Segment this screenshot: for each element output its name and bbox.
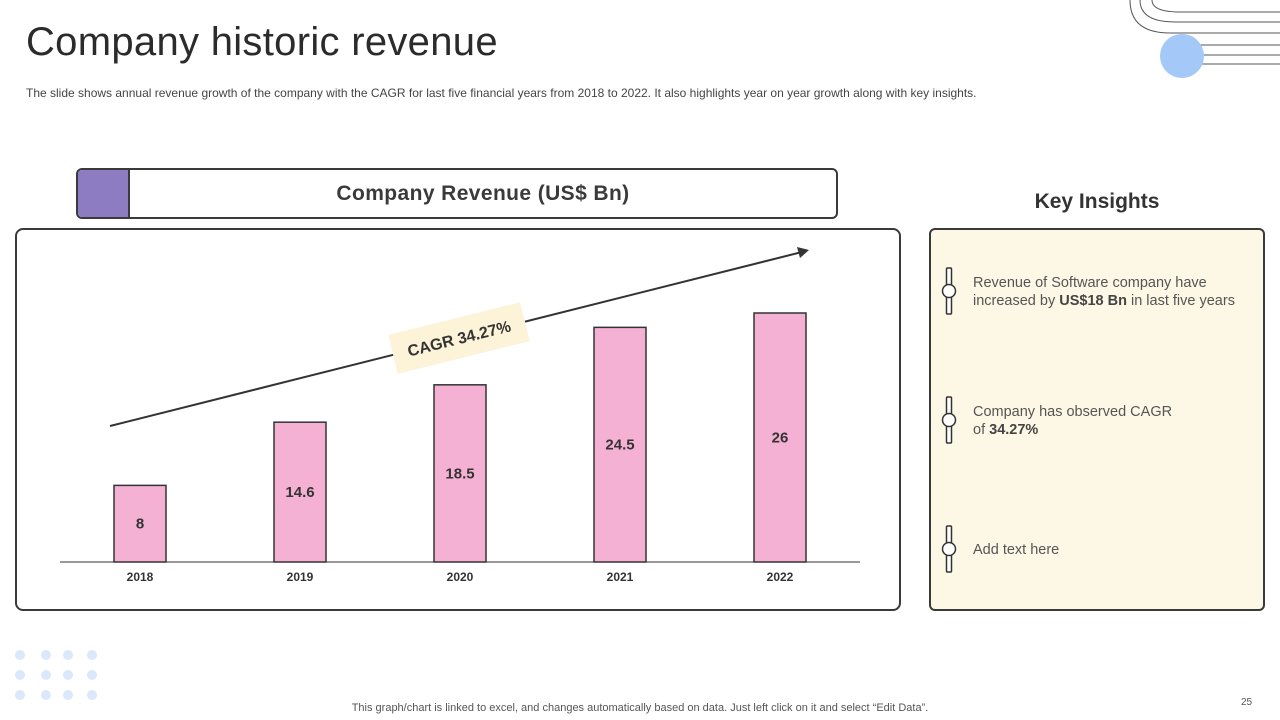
footer-note: This graph/chart is linked to excel, and… bbox=[351, 702, 929, 714]
chart-header-swatch bbox=[78, 170, 130, 217]
cagr-tag bbox=[388, 302, 530, 374]
insight-text[interactable]: Add text here bbox=[973, 542, 1060, 558]
chart-panel[interactable]: 8 2018 14.6 2019 18.5 2020 24.5 2021 26 2022 CAGR … bbox=[15, 228, 901, 611]
slide-title: Company historic revenue bbox=[26, 20, 498, 64]
tick-label: 2022 bbox=[767, 570, 794, 584]
slide-subtitle: The slide shows annual revenue growth of… bbox=[26, 86, 977, 100]
insight-marker-icon bbox=[941, 267, 957, 315]
tick-label: 2019 bbox=[287, 570, 314, 584]
chart-title: Company Revenue (US$ Bn) bbox=[336, 181, 630, 205]
bar-2021 bbox=[593, 326, 647, 563]
insight-text: Company has observed CAGR of 34.27% bbox=[973, 404, 1173, 438]
chart-header: Company Revenue (US$ Bn) bbox=[76, 168, 838, 219]
page-number: 25 bbox=[1241, 697, 1253, 708]
bar-2019 bbox=[273, 421, 327, 563]
bar-2018 bbox=[113, 484, 167, 563]
insights-title: Key Insights bbox=[1034, 190, 1160, 213]
bar-2022 bbox=[753, 312, 807, 563]
decorative-dots bbox=[15, 650, 97, 700]
tick-label: 2020 bbox=[447, 570, 474, 584]
data-label: 14.6 bbox=[285, 484, 314, 501]
data-label: 18.5 bbox=[445, 465, 474, 482]
decorative-arcs bbox=[1129, 0, 1280, 78]
data-label: 26 bbox=[772, 430, 789, 447]
cagr-annotation: CAGR 34.27% bbox=[388, 302, 530, 374]
insight-text: Revenue of Software company have increas… bbox=[973, 275, 1235, 309]
insight-item: Add text here bbox=[931, 525, 1263, 575]
insights-panel: Revenue of Software company have increas… bbox=[929, 228, 1265, 611]
revenue-bar-chart[interactable]: 8 2018 14.6 2019 18.5 2020 24.5 2021 26 2022 CAGR … bbox=[17, 230, 903, 613]
insight-marker-icon bbox=[941, 525, 957, 573]
tick-label: 2021 bbox=[607, 570, 634, 584]
data-label: 24.5 bbox=[605, 437, 634, 454]
bar-2020 bbox=[433, 384, 487, 563]
accent-circle bbox=[1160, 34, 1204, 78]
growth-arrowhead bbox=[797, 247, 809, 258]
tick-label: 2018 bbox=[127, 570, 154, 584]
data-label: 8 bbox=[136, 516, 144, 533]
insight-item: Company has observed CAGR of 34.27% bbox=[931, 396, 1263, 446]
insight-marker-icon bbox=[941, 396, 957, 444]
insight-item: Revenue of Software company have increas… bbox=[931, 267, 1263, 317]
